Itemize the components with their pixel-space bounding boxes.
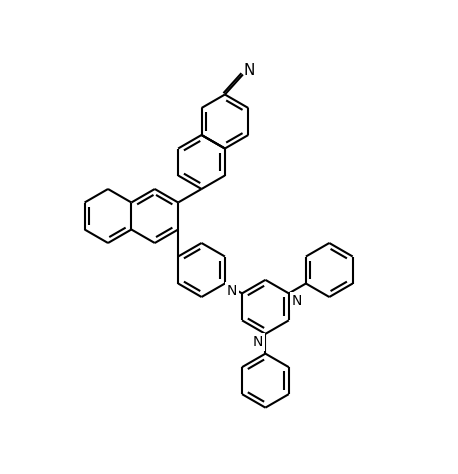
Text: N: N bbox=[243, 63, 255, 78]
Text: N: N bbox=[292, 294, 302, 309]
Text: N: N bbox=[252, 335, 262, 349]
Text: N: N bbox=[227, 284, 237, 298]
